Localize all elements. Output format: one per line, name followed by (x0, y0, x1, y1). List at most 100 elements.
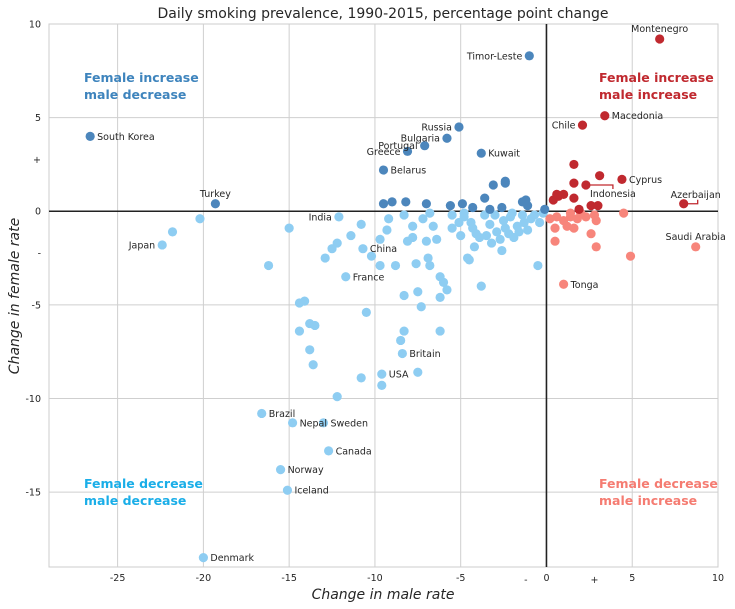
x-tick-label: -10 (367, 573, 383, 584)
data-point (552, 212, 562, 222)
leader-line (687, 199, 699, 205)
leader-lines (589, 184, 699, 205)
data-point (574, 204, 584, 214)
data-point-labeled (334, 212, 344, 222)
point-label: Canada (336, 446, 372, 457)
data-point (481, 230, 492, 241)
data-point (384, 214, 394, 224)
point-label: Britain (409, 349, 440, 360)
data-point (396, 335, 406, 346)
data-point (517, 210, 528, 220)
y-tick-label: -10 (25, 394, 41, 405)
data-point (500, 178, 510, 188)
point-label: Sweden (330, 418, 368, 429)
point-label: Bulgaria (401, 134, 440, 145)
data-point (378, 199, 389, 209)
data-point (284, 223, 294, 233)
quadrant-label: Female increase (84, 70, 199, 85)
data-point (366, 251, 377, 261)
data-point (332, 238, 342, 248)
data-point (498, 216, 509, 226)
data-point-labeled (655, 34, 665, 44)
data-point (428, 221, 438, 231)
data-point (552, 189, 562, 199)
data-point-labeled (341, 272, 351, 282)
data-points (85, 34, 701, 563)
data-point (569, 193, 579, 203)
data-point (435, 292, 445, 302)
data-point-labeled (210, 199, 220, 209)
data-point (361, 307, 371, 317)
point-label: China (370, 244, 397, 255)
data-point (408, 221, 418, 231)
y-axis-label: Change in female rate (7, 218, 23, 374)
data-point (413, 367, 423, 377)
point-label: Turkey (199, 189, 231, 200)
data-point (425, 260, 435, 271)
data-point (497, 202, 507, 213)
data-point (459, 208, 469, 218)
data-point (586, 201, 596, 211)
data-point-labeled (617, 174, 627, 185)
data-point-labeled (275, 465, 286, 475)
data-point (595, 171, 605, 181)
data-point (195, 214, 205, 224)
data-point (550, 236, 560, 246)
data-point (591, 216, 601, 226)
data-point-labeled (402, 146, 413, 156)
data-point (519, 217, 529, 228)
point-label: Greece (367, 147, 401, 158)
point-labels: Montenegro Timor-Leste Macedonia Chile Russi… (97, 24, 726, 564)
data-point (495, 234, 505, 244)
point-label: Timor-Leste (466, 51, 523, 62)
data-point-labeled (358, 244, 368, 254)
data-point (569, 178, 579, 188)
data-point (565, 208, 576, 218)
quadrant-label: Female decrease (84, 476, 203, 491)
data-point-labeled (476, 148, 486, 158)
data-point (447, 210, 457, 220)
point-label: Tonga (570, 280, 599, 291)
data-point (299, 296, 310, 306)
data-point (507, 208, 517, 218)
y-tick-label: 0 (35, 207, 41, 218)
data-point (382, 225, 392, 235)
data-point (377, 380, 387, 390)
data-point (456, 230, 466, 241)
data-point (438, 277, 449, 287)
data-point (488, 180, 498, 190)
data-point-labeled (454, 122, 464, 132)
data-point-labeled (420, 141, 430, 151)
data-point-labeled (679, 199, 689, 209)
data-point-labeled (282, 485, 293, 495)
point-label: Nepal (300, 418, 327, 429)
data-point (308, 360, 318, 370)
point-label: Cyprus (629, 175, 662, 186)
data-point-labeled (577, 120, 588, 130)
data-point (559, 189, 569, 199)
data-point (533, 260, 543, 271)
data-point (399, 210, 409, 220)
data-point-labeled (559, 279, 569, 289)
y-extra-tick-label: - (38, 248, 41, 259)
data-point (535, 217, 545, 228)
zero-lines (49, 24, 718, 567)
data-point (569, 159, 579, 170)
data-point (375, 260, 385, 271)
x-tick-label: -15 (281, 573, 297, 584)
point-label: Azerbaijan (671, 190, 721, 201)
y-tick-label: 5 (35, 113, 41, 124)
quadrant-labels: Female increase male decrease Female incre… (84, 70, 718, 508)
point-label: Saudi Arabia (666, 232, 726, 243)
data-point (375, 234, 385, 244)
x-tick-label: -25 (110, 573, 126, 584)
point-label: Japan (128, 240, 156, 251)
point-label: Denmark (210, 553, 254, 564)
point-label: Indonesia (590, 189, 636, 200)
data-point (529, 210, 540, 220)
data-point (469, 242, 480, 252)
quadrant-label: male decrease (84, 493, 186, 508)
quadrant-label: Female decrease (599, 476, 718, 491)
data-point (442, 285, 452, 295)
x-extra-tick-label: + (591, 575, 599, 586)
